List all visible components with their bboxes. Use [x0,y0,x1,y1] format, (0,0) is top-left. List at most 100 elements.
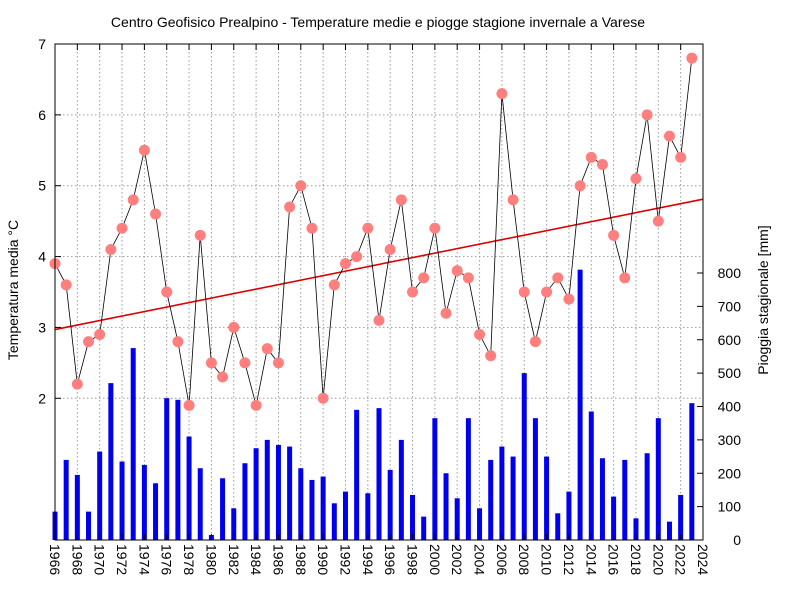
rain-bar [175,399,181,540]
y2-tick-label: 300 [718,432,742,448]
rain-bar [689,403,695,540]
rain-bar [231,508,237,540]
temperature-points [49,52,698,411]
x-tick-label: 2014 [583,544,599,575]
temperature-point [161,286,173,298]
rain-bar [666,521,672,540]
temperature-point [150,208,162,220]
rain-bar [655,418,661,540]
temperature-point [440,307,452,319]
rain-bar [63,459,69,540]
x-tick-label: 1996 [382,544,398,575]
y2-tick-label: 800 [718,265,742,281]
temperature-point [663,130,675,142]
rain-bar [331,503,337,540]
temperature-point [608,229,620,241]
temperature-point [83,336,95,348]
temperature-point [596,158,608,170]
rain-bar [465,418,471,540]
temperature-point [138,144,150,156]
y-tick-label: 2 [38,390,46,406]
y-axis-label: Temperatura media °C [5,220,21,360]
rain-bar [242,463,248,540]
temperature-point [127,194,139,206]
x-tick-label: 2018 [628,544,644,575]
rain-bar [499,446,505,540]
temperature-point [407,286,419,298]
rain-bar [365,493,371,540]
rain-bar [611,496,617,540]
x-tick-label: 1990 [315,544,331,575]
x-tick-label: 2006 [494,544,510,575]
temperature-point [384,243,396,255]
rain-bar [477,508,483,540]
temperature-point [239,357,251,369]
rain-bar [119,461,125,540]
temperature-point [261,343,273,355]
x-tick-label: 1972 [114,544,130,575]
temperature-point [194,229,206,241]
temperature-point [306,222,318,234]
x-tick-label: 1986 [270,544,286,575]
rain-bar [532,418,538,540]
x-tick-label: 1988 [293,544,309,575]
rain-bar [398,439,404,540]
temperature-point [496,88,508,100]
rain-bar [622,459,628,540]
temperature-point [429,222,441,234]
temperature-point [339,258,351,270]
rain-bar [410,494,416,540]
temperature-point [116,222,128,234]
rain-bar [287,446,293,540]
temperature-point [183,399,195,411]
temperature-point [552,272,564,284]
x-tick-label: 1978 [181,544,197,575]
x-tick-label: 1976 [159,544,175,575]
y2-tick-label: 500 [718,365,742,381]
x-tick-label: 1980 [203,544,219,575]
rain-bar [588,411,594,540]
rain-bar [633,518,639,540]
temperature-point [272,357,284,369]
temperature-point [630,173,642,185]
temperature-line [54,58,693,406]
rain-bar [253,448,259,540]
plot-frame [54,43,704,541]
rain-bar [275,444,281,540]
temperature-point [641,109,653,121]
temperature-point [362,222,374,234]
temperature-point [619,272,631,284]
temperature-point [541,286,553,298]
temperature-point [228,321,240,333]
temperature-point [60,279,72,291]
x-tick-label: 2012 [561,544,577,575]
rain-bar [320,476,326,540]
rain-bar [432,418,438,540]
temperature-point [451,265,463,277]
temperature-point [686,52,698,64]
x-tick-label: 1966 [47,544,63,575]
rain-bar [678,494,684,540]
y-tick-label: 6 [38,107,46,123]
y-tick-labels: 2 3 4 5 6 7 [38,36,46,406]
rain-bar [130,348,136,540]
trend-line [54,198,704,331]
temperature-point [172,336,184,348]
x-tick-label: 1968 [69,544,85,575]
chart-title: Centro Geofisico Prealpino - Temperature… [111,14,645,30]
x-tick-label: 2022 [673,544,689,575]
y2-tick-label: 600 [718,332,742,348]
temperature-point [373,314,385,326]
x-tick-label: 1992 [337,544,353,575]
rain-bar [577,269,583,540]
rain-bar [387,469,393,540]
y2-tick-label: 700 [718,298,742,314]
temperature-point [284,201,296,213]
temperature-point [585,151,597,163]
temperature-polyline [54,58,693,406]
x-tick-label: 1998 [405,544,421,575]
rain-bar [97,451,103,540]
temperature-point [675,151,687,163]
rain-bar [264,439,270,540]
rain-bar [443,473,449,540]
